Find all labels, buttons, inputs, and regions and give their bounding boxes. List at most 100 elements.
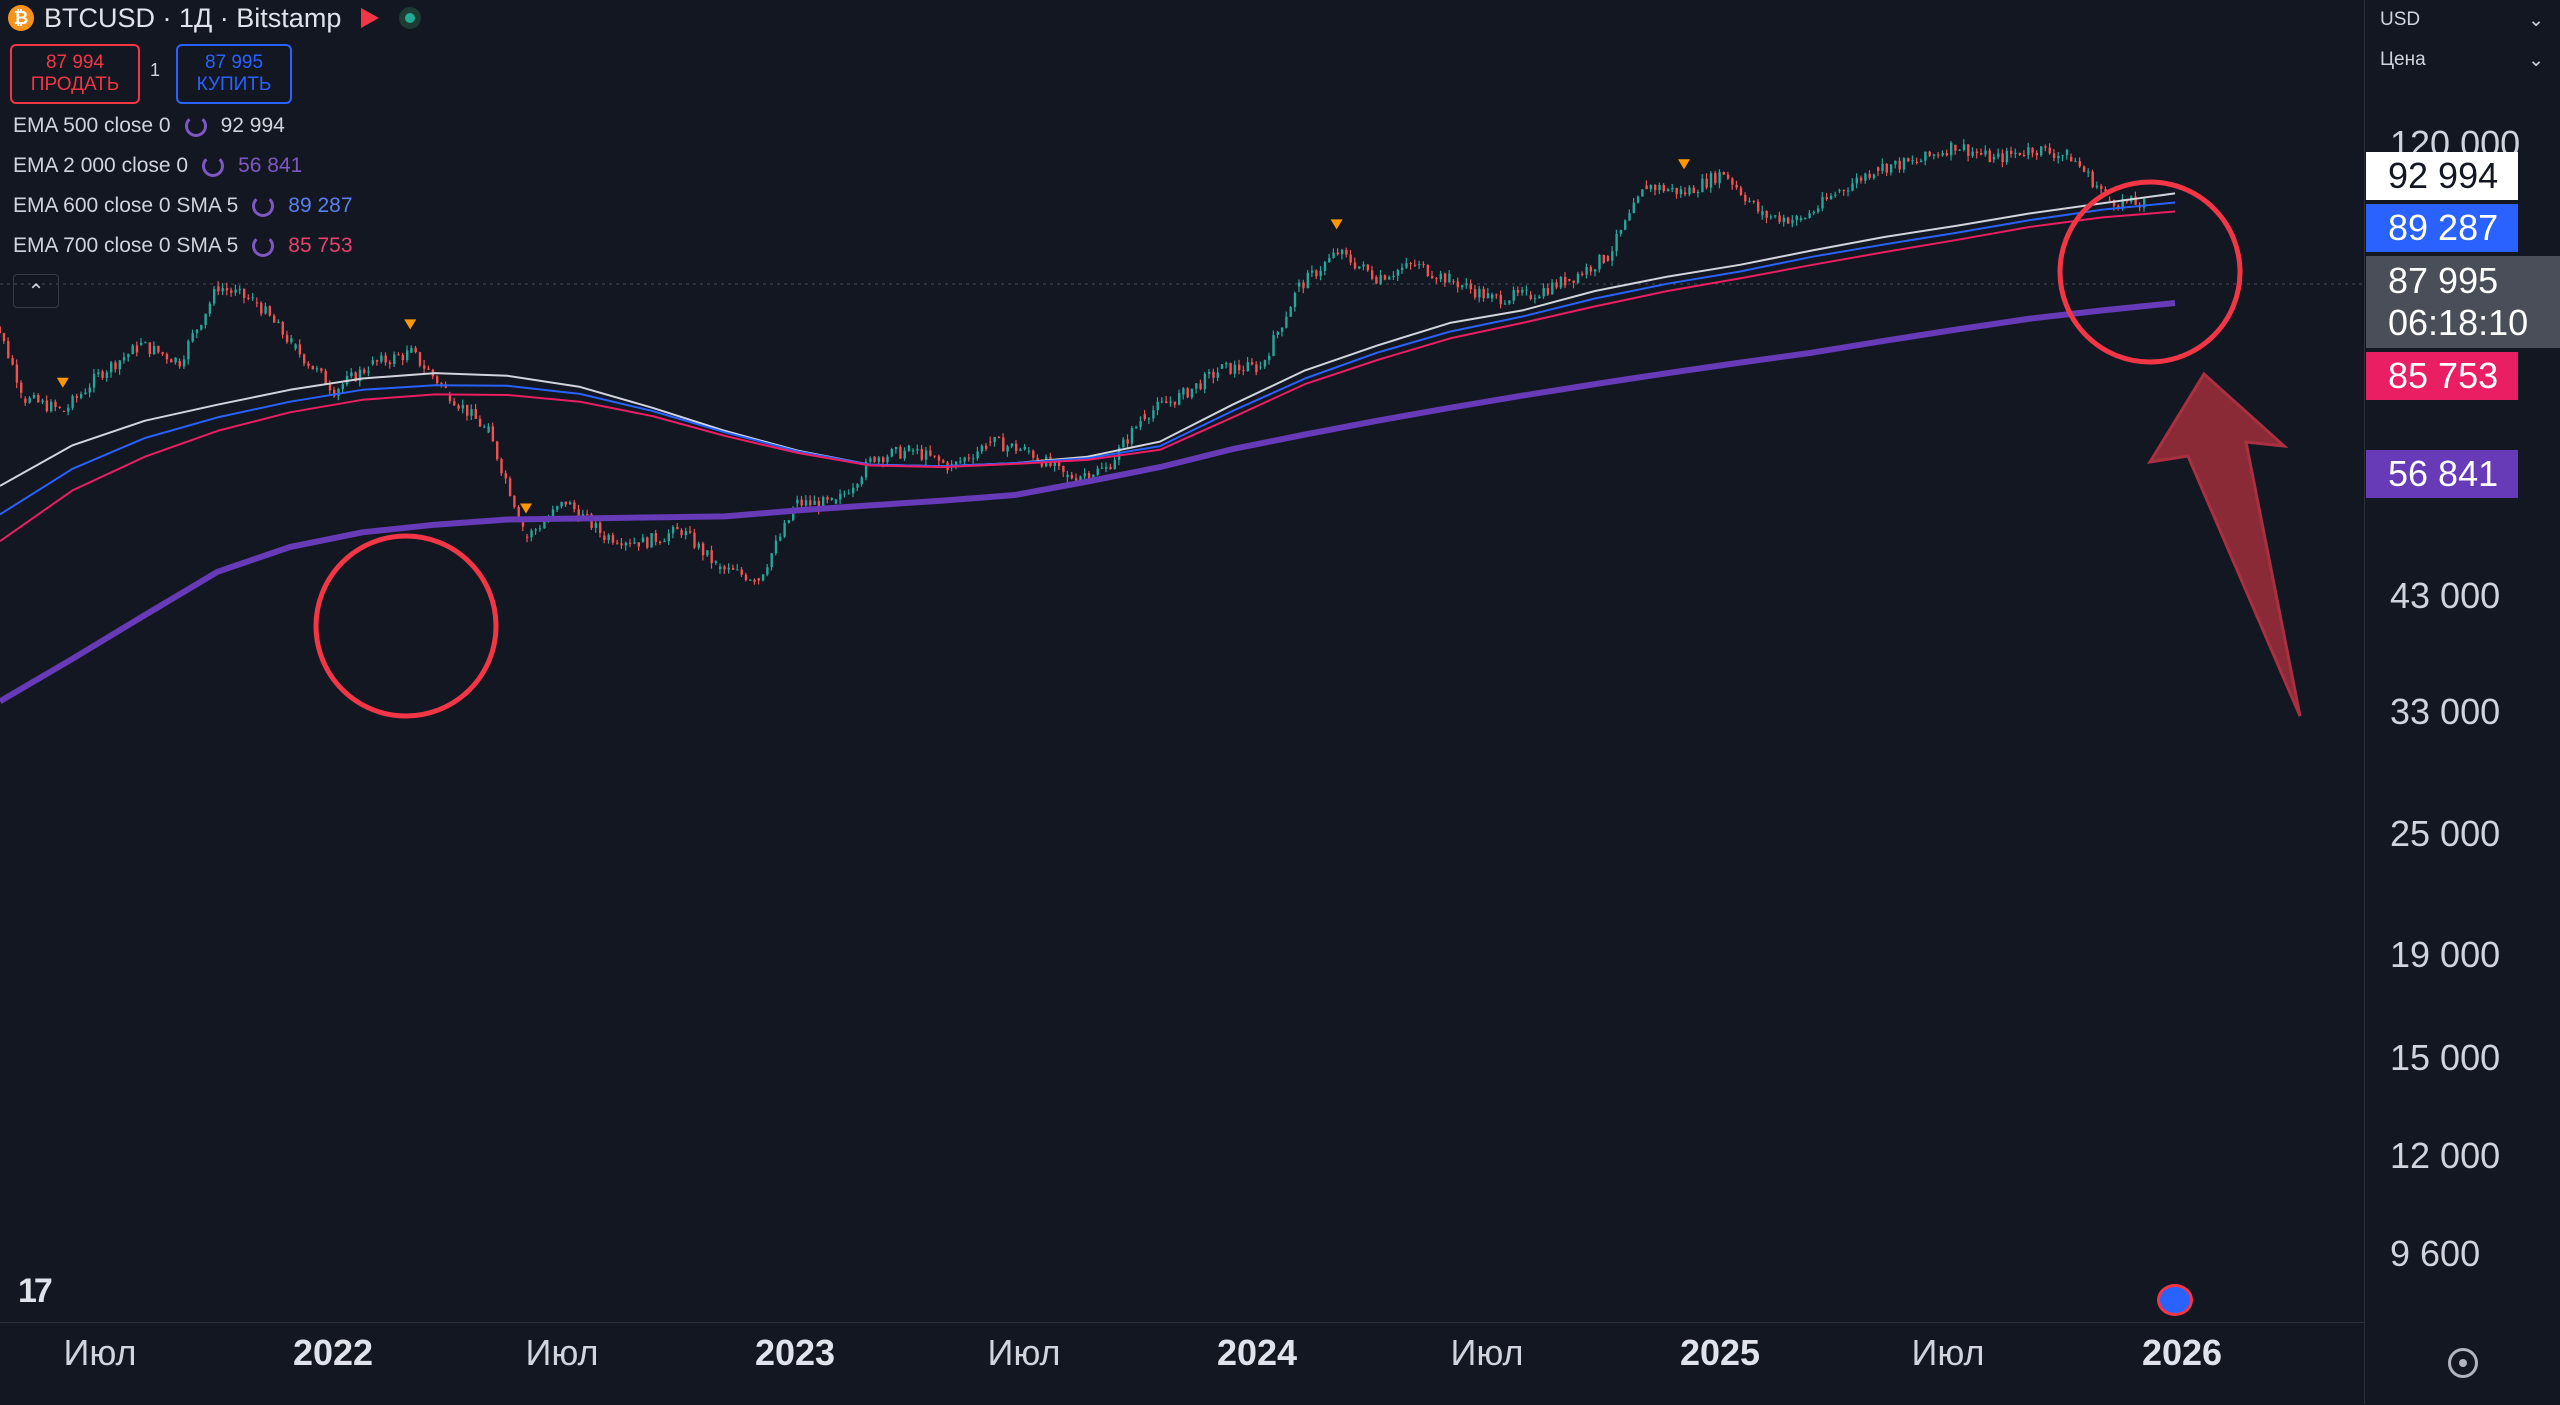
- legend-label: EMA 600 close 0 SMA 5: [13, 194, 239, 217]
- candle: [920, 448, 923, 460]
- candle: [1988, 150, 1991, 163]
- us-flag-icon[interactable]: [2157, 1284, 2193, 1316]
- currency-select[interactable]: USD ⌄: [2370, 2, 2554, 38]
- candle: [1748, 200, 1751, 202]
- price-tick: 15 000: [2390, 1037, 2501, 1078]
- candle: [1448, 273, 1451, 283]
- candle: [1216, 372, 1219, 378]
- legend-ema-600[interactable]: EMA 600 close 0 SMA 5 89 287: [13, 194, 353, 218]
- candle: [1298, 282, 1301, 287]
- candle: [1529, 294, 1532, 299]
- candle: [1418, 263, 1421, 266]
- candle: [1521, 289, 1524, 293]
- candle: [749, 579, 752, 581]
- candle: [2078, 161, 2081, 167]
- time-tick: 2022: [292, 1332, 374, 1373]
- candle: [2010, 150, 2013, 154]
- candle: [1478, 288, 1481, 298]
- candle: [607, 535, 610, 541]
- legend-label: EMA 2 000 close 0: [13, 154, 189, 177]
- sell-button[interactable]: 87 994 ПРОДАТЬ: [10, 44, 140, 104]
- candle: [2100, 185, 2103, 190]
- candle: [148, 342, 151, 355]
- candle: [1919, 160, 1923, 163]
- candle: [1585, 266, 1588, 275]
- candle: [384, 355, 387, 363]
- candle: [847, 493, 851, 495]
- time-axis[interactable]: [0, 1322, 2364, 1405]
- candle: [1195, 383, 1198, 389]
- candle: [1435, 278, 1438, 280]
- annotation-arrow: [2147, 371, 2302, 717]
- scale-mode-select[interactable]: Цена ⌄: [2370, 42, 2554, 78]
- quantity-value[interactable]: 1: [150, 60, 161, 80]
- buy-button[interactable]: 87 995 КУПИТЬ: [176, 44, 292, 104]
- time-tick: Июл: [525, 1332, 599, 1373]
- price-label-last: 87 995 06:18:10: [2366, 256, 2560, 348]
- candle: [80, 394, 83, 398]
- highlight-circle-2022: [313, 533, 499, 719]
- collapse-legend-button[interactable]: ⌃: [13, 274, 59, 308]
- candle: [371, 360, 374, 365]
- candle: [32, 394, 36, 398]
- candle: [2018, 152, 2021, 155]
- candle: [586, 514, 589, 516]
- candle: [1178, 393, 1181, 405]
- candle: [62, 410, 66, 412]
- candle: [1679, 189, 1683, 195]
- candle: [1834, 194, 1837, 196]
- candle: [916, 448, 919, 451]
- price-axis[interactable]: [2364, 0, 2560, 1404]
- candle: [45, 400, 49, 412]
- candle: [1538, 296, 1541, 299]
- candle: [273, 315, 276, 323]
- candle: [1568, 279, 1571, 281]
- candle: [1135, 426, 1138, 429]
- candle: [1576, 273, 1580, 283]
- candle: [453, 401, 456, 406]
- candle: [1405, 263, 1408, 268]
- sell-label: ПРОДАТЬ: [30, 74, 120, 95]
- series-line-ema-700-close-0-sma-5: [0, 210, 2176, 543]
- candle: [110, 362, 113, 373]
- legend-ema-700[interactable]: EMA 700 close 0 SMA 5 85 753: [13, 234, 353, 258]
- candle: [97, 372, 100, 374]
- flag-icon[interactable]: [361, 8, 380, 28]
- candle: [208, 303, 212, 314]
- candle: [1147, 418, 1151, 420]
- candle: [2, 333, 6, 342]
- symbol-title[interactable]: BTCUSD · 1Д · Bitstamp: [44, 2, 342, 33]
- candle: [774, 540, 778, 554]
- time-tick: 2025: [1679, 1332, 1761, 1373]
- candle: [689, 531, 692, 533]
- settings-icon[interactable]: [2448, 1348, 2478, 1378]
- market-open-icon: [399, 7, 422, 29]
- candle: [976, 451, 979, 459]
- candle: [152, 345, 156, 355]
- candle: [337, 388, 340, 397]
- candle: [1701, 178, 1704, 192]
- candle: [388, 362, 392, 365]
- candle: [2031, 148, 2034, 153]
- tradingview-logo[interactable]: 17: [18, 1272, 53, 1310]
- candle: [993, 437, 996, 443]
- candle: [1503, 303, 1507, 305]
- candle: [654, 533, 658, 542]
- candle: [1371, 270, 1374, 279]
- candle: [792, 509, 795, 521]
- legend-ema-500[interactable]: EMA 500 close 0 92 994: [13, 114, 285, 138]
- cycle-icon: [202, 155, 225, 177]
- series-line-ema-2-000-close-0: [0, 300, 2176, 704]
- price-tick: 12 000: [2390, 1135, 2501, 1176]
- candle: [75, 396, 79, 398]
- legend-ema-2000[interactable]: EMA 2 000 close 0 56 841: [13, 154, 302, 178]
- candle: [1375, 276, 1378, 284]
- candle: [157, 345, 160, 353]
- candle: [1598, 254, 1601, 270]
- candle: [603, 535, 606, 541]
- candle: [1714, 173, 1717, 184]
- candle: [1285, 316, 1288, 328]
- candle: [1606, 256, 1610, 261]
- candle: [1280, 327, 1284, 332]
